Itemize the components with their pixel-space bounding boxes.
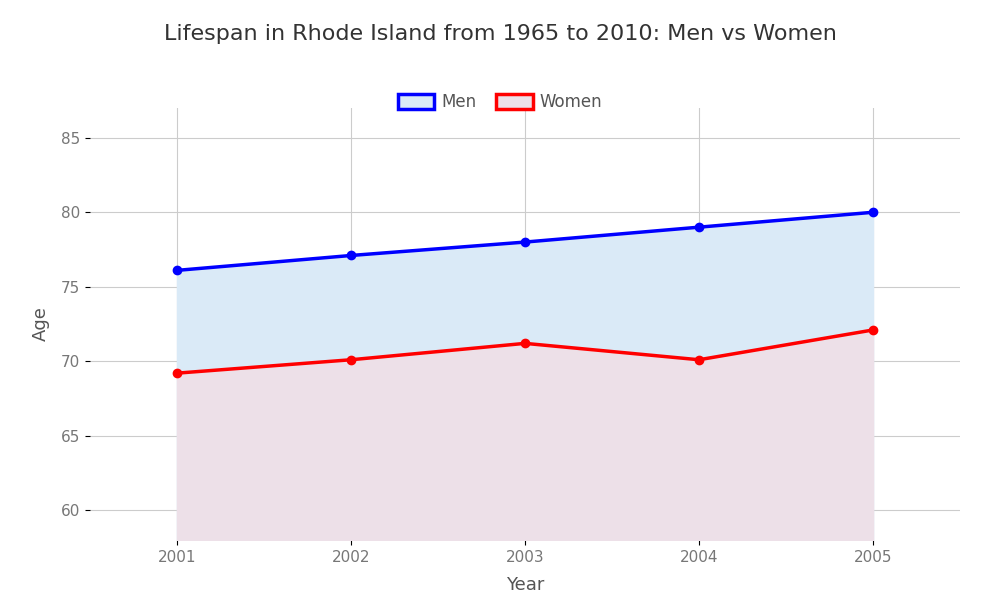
Legend: Men, Women: Men, Women [391,86,609,118]
X-axis label: Year: Year [506,576,544,594]
Text: Lifespan in Rhode Island from 1965 to 2010: Men vs Women: Lifespan in Rhode Island from 1965 to 20… [164,24,836,44]
Y-axis label: Age: Age [32,307,50,341]
